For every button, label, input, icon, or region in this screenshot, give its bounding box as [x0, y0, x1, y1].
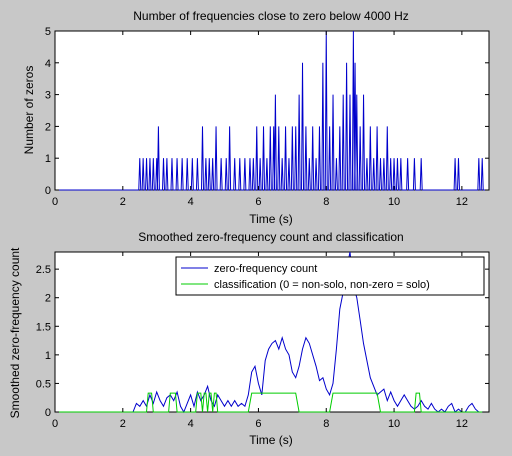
chart-1-series-layer: [55, 30, 486, 191]
chart-2-series-line-0: [55, 251, 483, 414]
chart-1-y-tick-label: 1: [45, 153, 51, 165]
chart-2-y-tick-label: 0: [45, 407, 51, 419]
chart-2-x-tick-label: 10: [388, 418, 400, 430]
chart-1-series-line-0: [55, 30, 486, 191]
chart-2-x-tick-label: 6: [255, 418, 261, 430]
chart-1-x-tick-label: 6: [255, 196, 261, 208]
chart-2-x-tick-label: 2: [120, 418, 126, 430]
chart-1-x-label: Time (s): [249, 212, 293, 226]
chart-1-y-tick-label: 3: [45, 90, 51, 102]
chart-1-title: Number of frequencies close to zero belo…: [133, 9, 408, 23]
chart-2-y-tick-label: 1.5: [36, 321, 51, 333]
chart-2-x-ticks: 0 2 4 6 8 10 12: [52, 252, 468, 430]
chart-2-title: Smoothed zero-frequency count and classi…: [138, 230, 403, 244]
chart-1-x-tick-label: 4: [188, 196, 194, 208]
chart-2-y-tick-label: 0.5: [36, 378, 51, 390]
chart-2-series-layer: [55, 251, 483, 414]
chart-1-y-tick-label: 0: [45, 185, 51, 197]
chart-2-series-line-1: [55, 392, 483, 413]
chart-2-y-label: Smoothed zero-frequency count: [8, 247, 22, 418]
chart-1-plot-area: [54, 30, 490, 191]
chart-2-legend: zero-frequency count classification (0 =…: [175, 256, 485, 296]
chart-2: Smoothed zero-frequency count and classi…: [8, 230, 490, 447]
legend-label-zero-frequency-count: zero-frequency count: [214, 263, 317, 275]
chart-1-x-tick-label: 0: [52, 196, 58, 208]
chart-2-x-label: Time (s): [249, 433, 293, 447]
legend-label-classification: classification (0 = non-solo, non-zero =…: [214, 279, 430, 291]
legend-box: [175, 256, 485, 296]
chart-2-x-tick-label: 0: [52, 418, 58, 430]
chart-1-y-tick-label: 5: [45, 26, 51, 38]
chart-1-y-tick-label: 2: [45, 121, 51, 133]
chart-1-x-tick-label: 8: [323, 196, 329, 208]
chart-2-x-tick-label: 4: [188, 418, 194, 430]
chart-2-y-tick-label: 2: [45, 293, 51, 305]
chart-1-y-ticks: 0 1 2 3 4 5: [45, 26, 489, 197]
chart-1-y-label: Number of zeros: [22, 66, 36, 155]
chart-1: Number of frequencies close to zero belo…: [22, 9, 490, 226]
chart-2-x-tick-label: 12: [456, 418, 468, 430]
chart-1-y-tick-label: 4: [45, 58, 51, 70]
chart-1-x-tick-label: 12: [456, 196, 468, 208]
chart-2-x-tick-label: 8: [323, 418, 329, 430]
chart-1-x-tick-label: 10: [388, 196, 400, 208]
chart-1-x-tick-label: 2: [120, 196, 126, 208]
chart-2-y-tick-label: 2.5: [36, 264, 51, 276]
chart-1-x-ticks: 0 2 4 6 8 10 12: [52, 31, 468, 208]
chart-2-y-tick-label: 1: [45, 350, 51, 362]
chart-2-y-ticks: 0 0.5 1 1.5 2 2.5: [36, 264, 489, 419]
